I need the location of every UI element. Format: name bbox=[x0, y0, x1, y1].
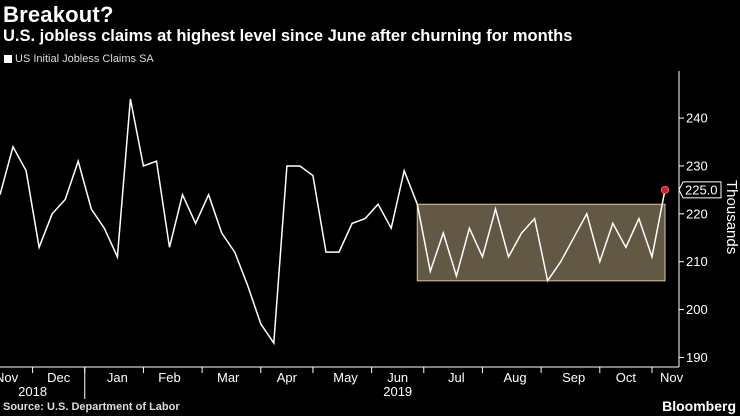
source-note: Source: U.S. Department of Labor bbox=[3, 401, 180, 413]
legend-swatch-icon bbox=[4, 55, 12, 63]
x-tick-label: Nov bbox=[660, 370, 684, 385]
chart-subtitle: U.S. jobless claims at highest level sin… bbox=[3, 27, 573, 45]
last-value-box bbox=[678, 181, 722, 199]
y-axis-title: Thousands bbox=[723, 180, 740, 254]
x-tick-label: Aug bbox=[503, 370, 526, 385]
chart-title: Breakout? bbox=[3, 2, 114, 27]
year-label: 2019 bbox=[383, 384, 412, 399]
x-tick-label: Feb bbox=[158, 370, 180, 385]
series-line-jobless-claims bbox=[0, 98, 666, 346]
x-tick-label: Jul bbox=[448, 370, 465, 385]
legend-label: US Initial Jobless Claims SA bbox=[15, 53, 154, 65]
x-tick-label: Jan bbox=[107, 370, 128, 385]
x-tick-label: May bbox=[333, 370, 358, 385]
y-tick-label: 200 bbox=[686, 302, 708, 317]
y-tick-label: 240 bbox=[686, 111, 708, 126]
y-tick-label: 190 bbox=[686, 350, 708, 365]
brand-logo: Bloomberg bbox=[662, 398, 736, 414]
year-label: 2018 bbox=[18, 384, 47, 399]
last-value-callout: 225.0 bbox=[678, 181, 722, 199]
y-tick-label: 210 bbox=[686, 254, 708, 269]
x-tick-label: Nov bbox=[0, 370, 19, 385]
y-tick-label: 230 bbox=[686, 158, 708, 173]
last-value-marker bbox=[661, 185, 670, 194]
y-tick-label: 220 bbox=[686, 206, 708, 221]
legend: US Initial Jobless Claims SA bbox=[4, 53, 154, 65]
x-tick-label: Mar bbox=[217, 370, 240, 385]
x-tick-label: Jun bbox=[387, 370, 408, 385]
x-tick-label: Sep bbox=[562, 370, 585, 385]
x-tick-label: Oct bbox=[616, 370, 637, 385]
last-value-label: 225.0 bbox=[685, 182, 718, 197]
x-tick-label: Apr bbox=[277, 370, 298, 385]
x-tick-label: Dec bbox=[47, 370, 71, 385]
